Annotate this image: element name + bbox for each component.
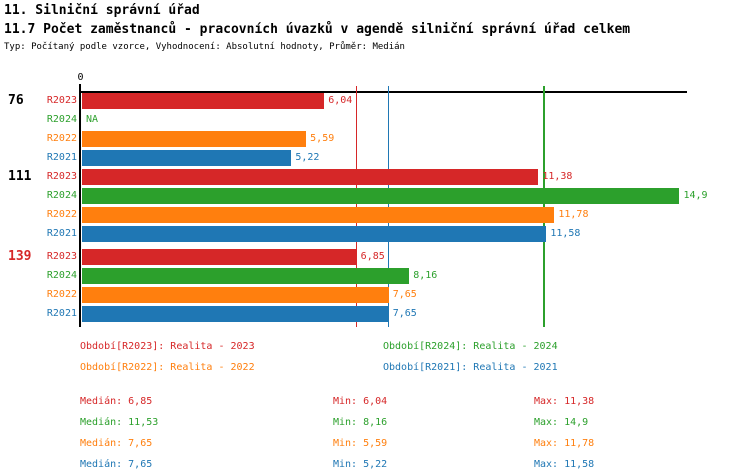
series-row-label: R2021 (46, 308, 77, 319)
median-line-R2021 (387, 86, 390, 327)
x-axis-line (79, 91, 687, 93)
group-label: 139 (8, 249, 32, 264)
series-row-label: R2021 (46, 228, 77, 239)
stat-min-R2024: Min: 8,16 (333, 417, 388, 428)
stat-median-R2022: Medián: 7,65 (80, 438, 153, 449)
series-row-label: R2024 (46, 114, 77, 125)
bar-R2023 (82, 249, 357, 265)
stat-median-R2021: Medián: 7,65 (80, 459, 153, 470)
legend-item-R2021: Období[R2021]: Realita - 2021 (383, 362, 558, 373)
bar-value-label: 6,85 (360, 251, 385, 262)
bar-value-label: 11,78 (558, 209, 589, 220)
bar-R2024 (82, 268, 410, 284)
bar-R2023 (82, 169, 539, 185)
bar-R2021 (82, 306, 389, 322)
bar-value-label: 11,38 (542, 171, 573, 182)
stat-min-R2022: Min: 5,59 (333, 438, 388, 449)
group-label: 76 (8, 93, 24, 108)
legend-item-R2023: Období[R2023]: Realita - 2023 (80, 341, 255, 352)
stat-max-R2022: Max: 11,78 (534, 438, 595, 449)
x-axis-origin-tick-label: 0 (77, 72, 84, 83)
bar-na-label: NA (86, 114, 99, 125)
report-title: 11. Silniční správní úřad (4, 3, 200, 18)
series-row-label: R2023 (46, 251, 77, 262)
series-row-label: R2022 (46, 289, 77, 300)
series-row-label: R2023 (46, 171, 77, 182)
bar-value-label: 7,65 (392, 308, 417, 319)
series-row-label: R2024 (46, 190, 77, 201)
bar-R2022 (82, 287, 389, 303)
bar-value-label: 11,58 (550, 228, 581, 239)
bar-value-label: 5,59 (310, 133, 335, 144)
bar-value-label: 8,16 (413, 270, 438, 281)
bar-value-label: 14,9 (683, 190, 708, 201)
median-line-R2024 (543, 86, 545, 327)
y-axis-line (79, 84, 81, 327)
series-row-label: R2023 (46, 95, 77, 106)
stat-min-R2021: Min: 5,22 (333, 459, 388, 470)
indicator-subtitle: Typ: Počítaný podle vzorce, Vyhodnocení:… (4, 42, 405, 52)
bar-R2021 (82, 150, 292, 166)
indicator-title: 11.7 Počet zaměstnanců - pracovních úvaz… (4, 22, 631, 37)
bar-value-label: 5,22 (295, 152, 320, 163)
stat-min-R2023: Min: 6,04 (333, 396, 388, 407)
legend-item-R2022: Období[R2022]: Realita - 2022 (80, 362, 255, 373)
bar-value-label: 6,04 (328, 95, 353, 106)
stat-max-R2023: Max: 11,38 (534, 396, 595, 407)
series-row-label: R2022 (46, 209, 77, 220)
series-row-label: R2024 (46, 270, 77, 281)
legend-item-R2024: Období[R2024]: Realita - 2024 (383, 341, 558, 352)
median-line-R2023 (355, 86, 358, 327)
series-row-label: R2022 (46, 133, 77, 144)
group-label: 111 (8, 169, 32, 184)
stat-max-R2024: Max: 14,9 (534, 417, 589, 428)
bar-R2022 (82, 207, 555, 223)
stat-median-R2023: Medián: 6,85 (80, 396, 153, 407)
stat-median-R2024: Medián: 11,53 (80, 417, 159, 428)
bar-R2024 (82, 188, 680, 204)
stat-max-R2021: Max: 11,58 (534, 459, 595, 470)
bar-R2023 (82, 93, 325, 109)
bar-chart: 0 76 R2023 6,04 R2024 NA R2022 5,59 R2021 5,22 11… (8, 72, 708, 327)
series-row-label: R2021 (46, 152, 77, 163)
bar-R2022 (82, 131, 307, 147)
bar-value-label: 7,65 (392, 289, 417, 300)
bar-R2021 (82, 226, 547, 242)
